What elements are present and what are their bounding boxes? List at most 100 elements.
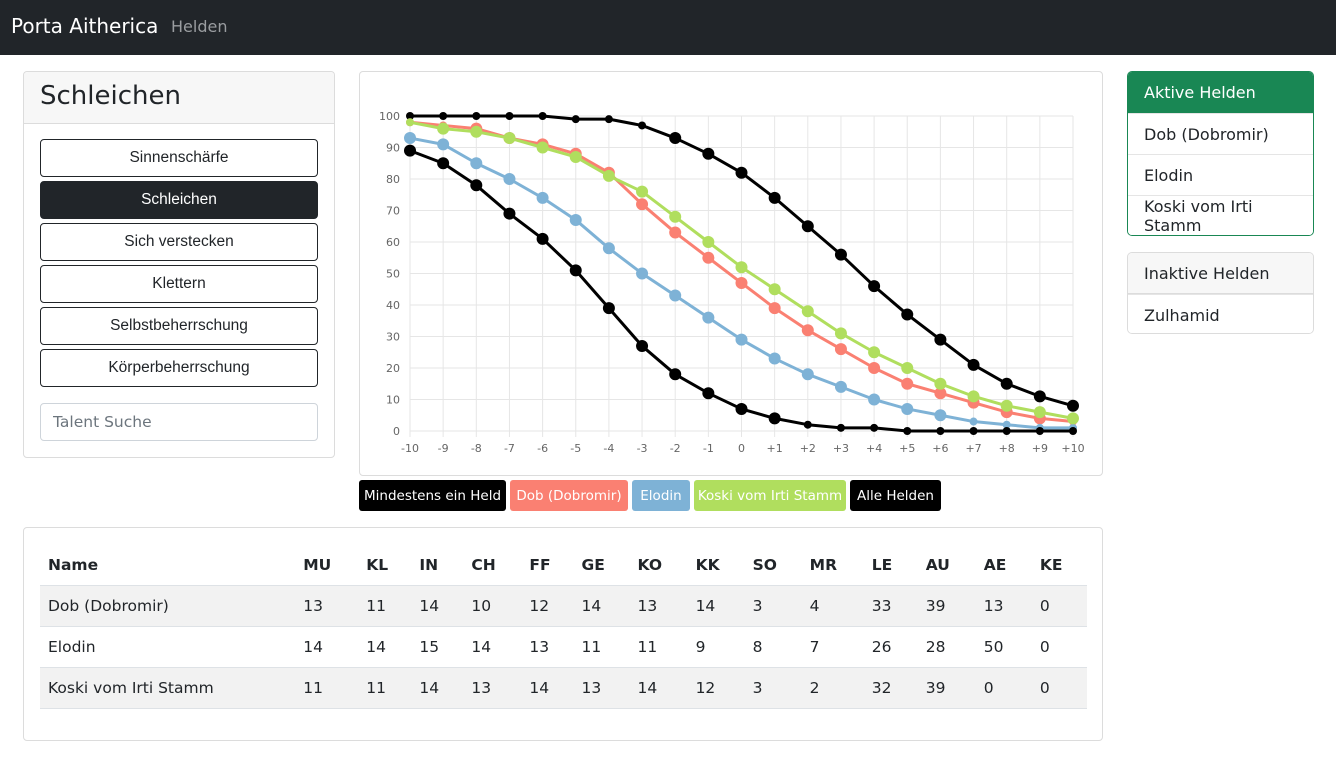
chart-data-point [735, 261, 748, 274]
chart-x-tick-label: +4 [866, 442, 882, 455]
chart-data-point [437, 122, 450, 135]
column-header-kl: KL [358, 545, 412, 586]
table-cell-value: 50 [975, 626, 1032, 668]
chart-data-point [1000, 399, 1013, 412]
chart-data-point [536, 232, 549, 245]
chart-data-point [834, 343, 847, 356]
chart-data-point [1035, 427, 1044, 435]
talent-button-sich-verstecken[interactable]: Sich verstecken [40, 223, 318, 261]
brand-logo[interactable]: Porta Aitherica [11, 14, 159, 38]
chart-y-tick-label: 0 [393, 425, 400, 438]
chart-x-tick-label: -4 [603, 442, 614, 455]
chart-data-point [768, 191, 781, 204]
chart-data-point [602, 302, 615, 315]
chart-y-tick-label: 100 [379, 110, 400, 123]
talent-button-selbstbeherrschung[interactable]: Selbstbeherrschung [40, 307, 318, 345]
table-cell-value: 3 [744, 667, 802, 709]
chart-data-point [406, 112, 414, 120]
table-cell-value: 9 [687, 626, 745, 668]
nav-link-heroes[interactable]: Helden [171, 17, 228, 36]
table-cell-value: 13 [521, 626, 574, 668]
filter-mindestens-ein-held[interactable]: Mindestens ein Held [359, 480, 506, 511]
table-cell-value: 14 [411, 585, 464, 627]
chart-data-point [969, 417, 978, 426]
table-cell-value: 11 [358, 667, 412, 709]
chart-data-point [702, 147, 715, 160]
chart-data-point [1067, 399, 1079, 412]
chart-data-point [870, 423, 879, 432]
chart-data-point [1002, 427, 1011, 435]
chart-data-point [901, 377, 914, 390]
column-header-au: AU [917, 545, 976, 586]
chart-data-point [503, 173, 516, 185]
chart-data-point [569, 150, 582, 163]
chart-data-point [735, 166, 748, 179]
chart-y-tick-label: 10 [386, 394, 400, 407]
talent-title: Schleichen [24, 72, 334, 124]
chart-data-point [834, 327, 847, 340]
talent-button-klettern[interactable]: Klettern [40, 265, 318, 303]
active-hero-item[interactable]: Koski vom Irti Stamm [1128, 195, 1313, 235]
active-heroes-title: Aktive Helden [1128, 72, 1313, 113]
chart-data-point [1033, 406, 1046, 419]
active-hero-item[interactable]: Dob (Dobromir) [1128, 113, 1313, 154]
talent-button-schleichen[interactable]: Schleichen [40, 181, 318, 219]
chart-data-point [702, 251, 715, 264]
chart-data-point [636, 185, 649, 198]
table-cell-value: 39 [917, 667, 976, 709]
chart-data-point [967, 390, 980, 403]
chart-data-point [1069, 427, 1077, 435]
table-cell-value: 8 [744, 626, 802, 668]
chart-data-point [538, 112, 547, 120]
top-navbar: Porta Aitherica Helden [0, 0, 1336, 55]
table-cell-value: 32 [863, 667, 918, 709]
chart-data-point [868, 346, 881, 359]
active-hero-item[interactable]: Elodin [1128, 154, 1313, 195]
table-cell-value: 26 [863, 626, 918, 668]
filter-dob[interactable]: Dob (Dobromir) [510, 480, 628, 511]
chart-data-point [1002, 420, 1011, 429]
chart-data-point [901, 308, 914, 321]
chart-x-tick-label: +7 [965, 442, 981, 455]
table-cell-value: 11 [573, 626, 630, 668]
chart-data-point [934, 377, 947, 390]
filter-elodin[interactable]: Elodin [632, 480, 690, 511]
chart-data-point [669, 226, 682, 239]
chart-data-point [1033, 390, 1046, 403]
chart-data-point [768, 352, 781, 365]
table-cell-value: 14 [521, 667, 574, 709]
chart-data-point [1067, 412, 1079, 425]
chart-x-tick-label: -9 [438, 442, 449, 455]
chart-data-point [768, 283, 781, 296]
inactive-hero-item[interactable]: Zulhamid [1128, 294, 1313, 333]
chart-data-point [437, 138, 450, 151]
talent-button-sinnenschaerfe[interactable]: Sinnenschärfe [40, 139, 318, 177]
table-cell-value: 2 [801, 667, 864, 709]
table-cell-value: 10 [463, 585, 522, 627]
column-header-ko: KO [629, 545, 688, 586]
talent-search-input[interactable] [40, 403, 318, 441]
filter-koski[interactable]: Koski vom Irti Stamm [694, 480, 846, 511]
chart-x-tick-label: +3 [833, 442, 849, 455]
table-cell-value: 14 [463, 626, 522, 668]
chart-data-point [636, 267, 649, 280]
chart-x-tick-label: +2 [800, 442, 816, 455]
filter-alle-helden[interactable]: Alle Helden [850, 480, 941, 511]
chart-y-tick-label: 90 [386, 142, 400, 155]
chart-x-tick-label: 0 [738, 442, 745, 455]
table-cell-value: 13 [573, 667, 630, 709]
chart-data-point [702, 311, 715, 324]
chart-data-point [834, 248, 847, 261]
column-header-name: Name [40, 545, 296, 586]
chart-data-point [437, 157, 450, 170]
table-cell-value: 39 [917, 585, 976, 627]
chart-data-point [901, 362, 914, 374]
chart-data-point [503, 132, 516, 145]
talent-button-koerperbeherrschung[interactable]: Körperbeherrschung [40, 349, 318, 387]
chart-data-point [439, 112, 448, 120]
chart-y-tick-label: 20 [386, 362, 400, 375]
chart-data-point [604, 115, 613, 124]
chart-data-point [571, 115, 580, 124]
chart-data-point [801, 324, 814, 337]
chart-data-point [638, 121, 647, 130]
